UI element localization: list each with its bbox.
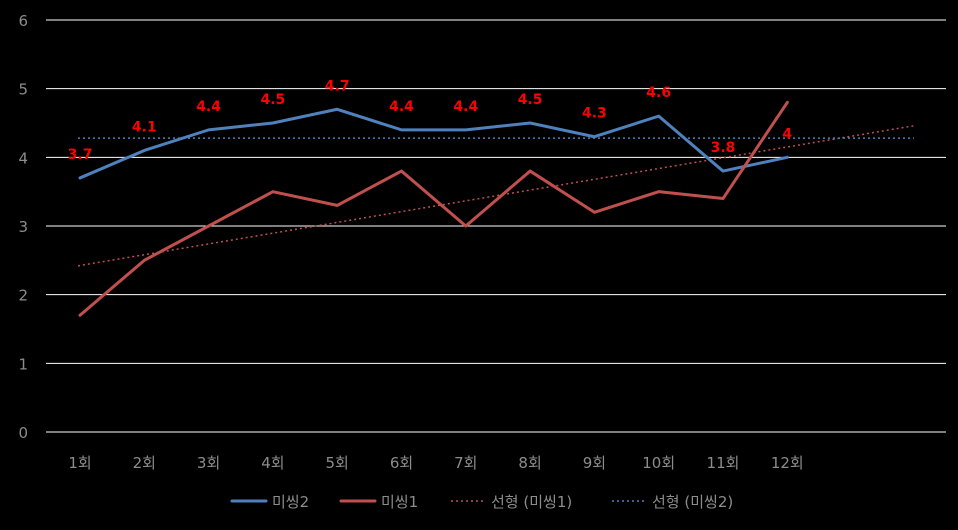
series-1-point: [465, 129, 467, 131]
series-line-2: [78, 100, 789, 317]
legend-item: 선형 (미씽2): [612, 493, 733, 511]
series-2-point: [786, 101, 788, 103]
series-2-point: [272, 191, 274, 193]
legend-label: 선형 (미씽2): [652, 493, 733, 511]
series-1-point: [401, 129, 402, 131]
data-label: 3.8: [711, 140, 736, 156]
series-2-point: [465, 225, 467, 227]
trendline-1: [77, 125, 915, 267]
x-tick-label: 11회: [707, 454, 740, 472]
legend: 미씽2 미씽1 선형 (미씽1) 선형 (미씽2): [230, 493, 733, 511]
x-tick-label: 3회: [197, 454, 220, 472]
x-tick-label: 2회: [133, 454, 156, 472]
trendline-layer: [77, 125, 915, 267]
series-1-point: [722, 170, 724, 172]
x-tick-label: 5회: [326, 454, 349, 472]
series-line-1: [78, 107, 789, 180]
series-2-point: [336, 204, 338, 206]
series-2-point: [79, 314, 81, 316]
data-label: 3.7: [68, 147, 93, 163]
data-label: 4.5: [518, 92, 543, 108]
x-axis-ticks: 1회 2회 3회 4회 5회 6회 7회 8회 9회 10회 11회 12회: [68, 454, 803, 472]
legend-label: 미씽2: [272, 493, 309, 511]
y-tick-label: 5: [18, 81, 28, 99]
series-1-point: [786, 156, 788, 158]
legend-item: 선형 (미씽1): [451, 493, 572, 511]
series-2-point: [208, 225, 210, 227]
grid-layer: [46, 19, 946, 433]
data-label: 4.6: [646, 85, 671, 101]
y-tick-label: 6: [18, 12, 28, 30]
x-tick-label: 6회: [390, 454, 413, 472]
series-1-point: [336, 108, 338, 110]
series-1-point: [529, 122, 531, 124]
legend-item: 미씽1: [339, 493, 418, 511]
series-1-point: [143, 149, 145, 151]
series-2-point: [143, 259, 145, 261]
y-tick-label: 1: [18, 355, 28, 373]
data-label-layer: 3.7 4.1 4.4 4.5 4.7 4.4 4.4 4.5 4.3 4.6 3.8 4: [68, 78, 793, 163]
data-label: 4.4: [196, 99, 221, 115]
data-label: 4.5: [260, 92, 285, 108]
series-1-point: [208, 129, 210, 131]
x-tick-label: 4회: [261, 454, 284, 472]
y-tick-label: 2: [18, 287, 28, 305]
series-1-point: [79, 177, 81, 179]
series-1-point: [593, 136, 595, 138]
x-tick-label: 12회: [771, 454, 804, 472]
data-label: 4.4: [453, 99, 478, 115]
data-label: 4: [782, 126, 792, 142]
series-2-point: [722, 198, 724, 200]
data-label: 4.4: [389, 99, 414, 115]
y-tick-label: 0: [18, 424, 28, 442]
series-layer: [78, 100, 789, 317]
series-1-point: [658, 115, 660, 117]
y-axis-ticks: 0 1 2 3 4 5 6: [18, 12, 28, 442]
legend-label: 미씽1: [381, 493, 418, 511]
x-tick-label: 7회: [454, 454, 477, 472]
y-tick-label: 3: [18, 218, 28, 236]
legend-item: 미씽2: [230, 493, 309, 511]
series-2-point: [401, 170, 402, 172]
series-2-point: [593, 211, 595, 213]
series-2-point: [529, 170, 531, 172]
data-label: 4.1: [132, 119, 157, 135]
x-tick-label: 10회: [642, 454, 675, 472]
x-tick-label: 8회: [518, 454, 541, 472]
data-label: 4.3: [582, 106, 607, 122]
x-tick-label: 1회: [68, 454, 91, 472]
x-tick-label: 9회: [583, 454, 606, 472]
series-1-point: [272, 122, 274, 124]
series-2-point: [658, 191, 660, 193]
y-tick-label: 4: [18, 149, 28, 167]
legend-label: 선형 (미씽1): [491, 493, 572, 511]
data-label: 4.7: [325, 78, 350, 94]
